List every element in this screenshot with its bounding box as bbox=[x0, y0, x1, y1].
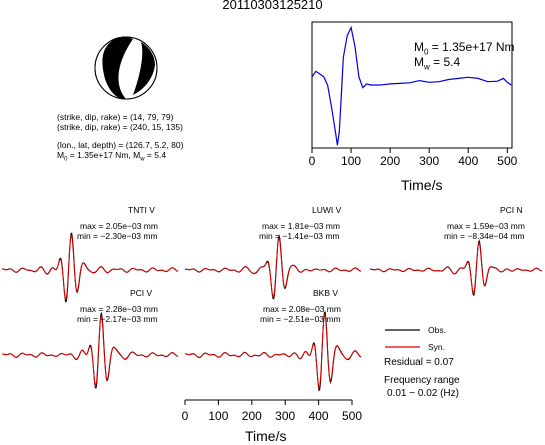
stf-tick-label: 200 bbox=[380, 154, 400, 168]
stf-xlabel: Time/s bbox=[401, 177, 443, 193]
focal-location: (lon., lat, depth) = (126.7, 5.2, 80) bbox=[57, 140, 184, 150]
observed-waveform bbox=[370, 239, 543, 296]
station-min: min = −2.30e−03 mm bbox=[77, 231, 158, 241]
station-name: PCI N bbox=[500, 205, 523, 215]
synthetic-waveform bbox=[370, 241, 543, 294]
bottom-xlabel: Time/s bbox=[245, 428, 287, 444]
station-max: max = 1.81e−03 mm bbox=[262, 221, 340, 231]
synthetic-waveform bbox=[185, 313, 362, 390]
station-name: TNTI V bbox=[128, 205, 155, 215]
event-title: 20110303125210 bbox=[222, 0, 323, 12]
focal-plane-2: (strike, dip, rake) = (240, 15, 135) bbox=[57, 122, 183, 132]
bottom-axis-tick-label: 400 bbox=[309, 409, 329, 423]
stf-mw-label: Mw = 5.4 bbox=[414, 55, 461, 72]
stf-tick-label: 100 bbox=[341, 154, 361, 168]
station-min: min = −8.34e−04 mm bbox=[444, 231, 525, 241]
observed-waveform bbox=[2, 311, 179, 389]
station-max: max = 2.08e−03 mm bbox=[263, 304, 341, 314]
station-max: max = 2.28e−03 mm bbox=[80, 304, 158, 314]
stf-m0-label: M0 = 1.35e+17 Nm bbox=[414, 40, 515, 57]
legend-syn-label: Syn. bbox=[428, 342, 446, 352]
stf-tick-label: 300 bbox=[419, 154, 439, 168]
bottom-axis-tick-label: 300 bbox=[275, 409, 295, 423]
legend-obs-label: Obs. bbox=[428, 325, 446, 335]
stf-tick-label: 400 bbox=[458, 154, 478, 168]
station-min: min = −2.17e−03 mm bbox=[77, 314, 158, 324]
frequency-range-title: Frequency range bbox=[384, 375, 460, 386]
source-time-function-chart: 0 100 200 300 400 500 bbox=[309, 21, 518, 168]
residual-label: Residual = 0.07 bbox=[384, 357, 454, 368]
stf-frame bbox=[311, 21, 513, 149]
station-name: PCI V bbox=[130, 288, 153, 298]
bottom-axis-tick-label: 200 bbox=[242, 409, 262, 423]
synthetic-waveform bbox=[1, 234, 179, 301]
stf-tick-label: 500 bbox=[497, 154, 517, 168]
station-max: max = 1.59e−03 mm bbox=[447, 221, 525, 231]
focal-moment: M0 = 1.35e+17 Nm, Mw = 5.4 bbox=[57, 150, 167, 163]
bottom-axis-tick-label: 100 bbox=[208, 409, 228, 423]
station-name: LUWI V bbox=[312, 205, 342, 215]
synthetic-waveform bbox=[2, 315, 179, 387]
legend-lines bbox=[385, 329, 420, 348]
bottom-axis-tick-label: 0 bbox=[182, 409, 189, 423]
waveform-panels: 0 100 200 300 400 500 bbox=[1, 232, 543, 423]
stf-series-line bbox=[311, 25, 512, 146]
station-min: min = −2.51e−03 mm bbox=[260, 314, 341, 324]
synthetic-waveform bbox=[185, 236, 362, 298]
focal-plane-1: (strike, dip, rake) = (14, 79, 79) bbox=[57, 112, 174, 122]
station-min: min = −1.41e−03 mm bbox=[259, 231, 340, 241]
stf-tick-label: 0 bbox=[309, 154, 316, 168]
station-max: max = 2.05e−03 mm bbox=[80, 221, 158, 231]
focal-mechanism-beachball bbox=[94, 36, 158, 100]
station-name: BKB V bbox=[313, 288, 339, 298]
bottom-axis-tick-label: 500 bbox=[342, 409, 362, 423]
frequency-range-value: 0.01 − 0.02 (Hz) bbox=[387, 388, 459, 399]
